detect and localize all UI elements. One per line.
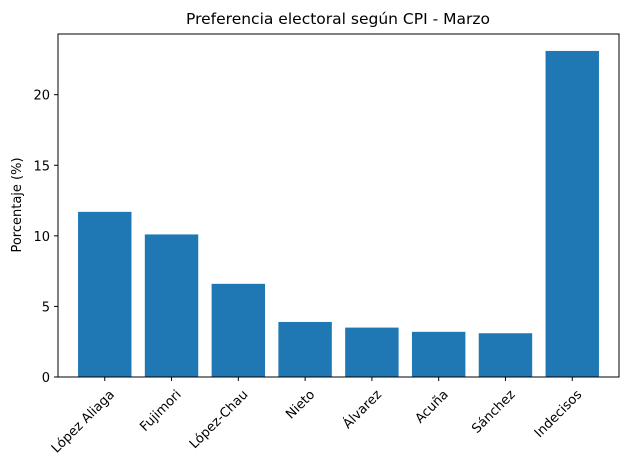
x-tick-label: Acuña <box>413 387 452 426</box>
y-tick-label: 0 <box>42 371 50 386</box>
x-tick-label: Nieto <box>283 387 318 422</box>
y-tick-label: 5 <box>42 300 50 315</box>
x-tick-label: Indecisos <box>532 387 586 441</box>
x-tick-label: López Aliaga <box>49 387 118 456</box>
y-ticks-group: 0 5 10 15 20 <box>33 89 58 386</box>
bar-1 <box>144 234 199 377</box>
bar-2 <box>211 283 266 377</box>
bar-4 <box>345 327 399 377</box>
bar-7 <box>545 50 599 378</box>
y-tick-label: 10 <box>33 230 50 245</box>
bars-group <box>78 50 599 378</box>
plot-frame <box>57 33 620 378</box>
chart-title: Preferencia electoral según CPI - Marzo <box>186 10 490 28</box>
x-tick-label: Sánchez <box>469 387 518 436</box>
bar-5 <box>411 331 466 377</box>
y-tick-label: 20 <box>33 89 50 104</box>
x-tick-label: López-Chau <box>187 387 252 452</box>
y-axis-label: Porcentaje (%) <box>10 157 25 252</box>
x-tick-label: Álvarez <box>340 387 385 432</box>
y-tick-label: 15 <box>33 159 50 174</box>
x-ticks-group: López Aliaga Fujimori López-Chau Nieto Álvar… <box>49 377 586 456</box>
bar-3 <box>278 321 332 377</box>
x-tick-label: Fujimori <box>137 387 184 434</box>
bar-6 <box>478 333 533 377</box>
bar-0 <box>78 211 132 377</box>
